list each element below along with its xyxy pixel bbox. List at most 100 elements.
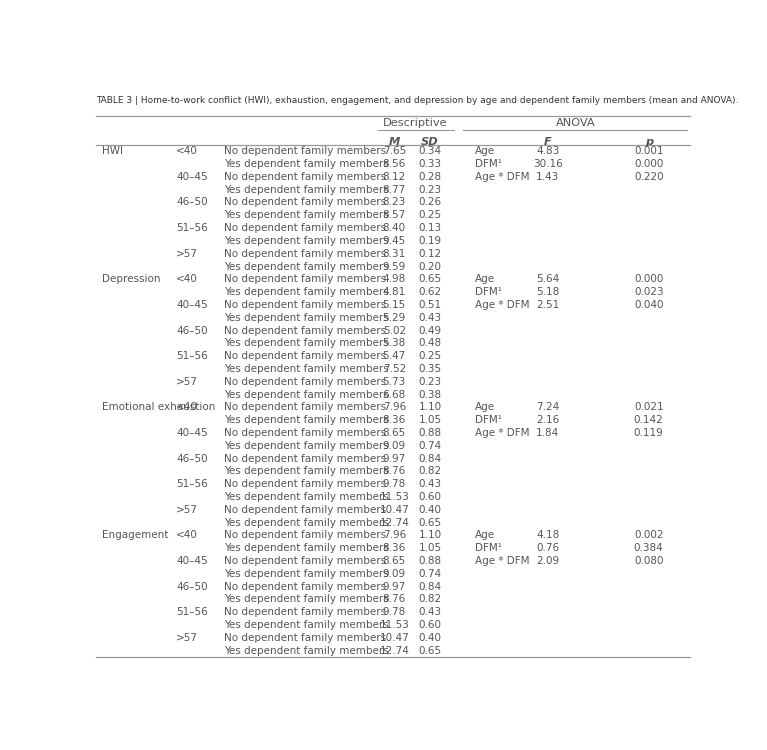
Text: Yes dependent family members: Yes dependent family members (224, 416, 388, 425)
Text: 0.43: 0.43 (418, 479, 442, 489)
Text: 11.53: 11.53 (380, 492, 410, 502)
Text: 0.62: 0.62 (418, 287, 442, 297)
Text: 0.26: 0.26 (418, 197, 442, 208)
Text: 0.76: 0.76 (536, 543, 559, 554)
Text: 8.76: 8.76 (383, 466, 406, 476)
Text: 5.29: 5.29 (383, 313, 406, 322)
Text: 51–56: 51–56 (176, 351, 208, 361)
Text: 0.65: 0.65 (418, 646, 442, 656)
Text: 12.74: 12.74 (380, 646, 410, 656)
Text: 8.57: 8.57 (383, 210, 406, 220)
Text: 0.25: 0.25 (418, 351, 442, 361)
Text: 8.77: 8.77 (383, 184, 406, 195)
Text: 0.19: 0.19 (418, 236, 442, 246)
Text: 7.52: 7.52 (383, 364, 406, 374)
Text: 40–45: 40–45 (176, 556, 208, 566)
Text: 8.65: 8.65 (383, 428, 406, 438)
Text: Yes dependent family members: Yes dependent family members (224, 620, 388, 630)
Text: 4.81: 4.81 (383, 287, 406, 297)
Text: SD: SD (421, 137, 439, 147)
Text: 9.97: 9.97 (383, 582, 406, 592)
Text: 7.65: 7.65 (383, 146, 406, 156)
Text: 0.43: 0.43 (418, 608, 442, 617)
Text: 0.40: 0.40 (419, 633, 442, 643)
Text: No dependent family members: No dependent family members (224, 505, 386, 515)
Text: 0.65: 0.65 (418, 274, 442, 284)
Text: 0.13: 0.13 (418, 223, 442, 233)
Text: <40: <40 (176, 274, 198, 284)
Text: 30.16: 30.16 (533, 159, 562, 169)
Text: 1.05: 1.05 (418, 543, 442, 554)
Text: Age * DFM: Age * DFM (475, 556, 530, 566)
Text: 0.88: 0.88 (418, 556, 442, 566)
Text: 7.96: 7.96 (383, 403, 406, 412)
Text: DFM¹: DFM¹ (475, 159, 502, 169)
Text: No dependent family members: No dependent family members (224, 300, 386, 310)
Text: 0.60: 0.60 (419, 620, 442, 630)
Text: 0.023: 0.023 (634, 287, 663, 297)
Text: 1.84: 1.84 (536, 428, 559, 438)
Text: 5.38: 5.38 (383, 338, 406, 348)
Text: 0.33: 0.33 (418, 159, 442, 169)
Text: 40–45: 40–45 (176, 172, 208, 182)
Text: Age: Age (475, 274, 495, 284)
Text: 4.98: 4.98 (383, 274, 406, 284)
Text: 8.76: 8.76 (383, 595, 406, 604)
Text: 5.15: 5.15 (383, 300, 406, 310)
Text: 4.83: 4.83 (536, 146, 559, 156)
Text: 0.001: 0.001 (634, 146, 663, 156)
Text: 0.000: 0.000 (634, 274, 663, 284)
Text: 9.09: 9.09 (383, 441, 406, 451)
Text: No dependent family members: No dependent family members (224, 146, 386, 156)
Text: 12.74: 12.74 (380, 518, 410, 528)
Text: No dependent family members: No dependent family members (224, 197, 386, 208)
Text: 1.43: 1.43 (536, 172, 559, 182)
Text: Emotional exhaustion: Emotional exhaustion (102, 403, 216, 412)
Text: 0.25: 0.25 (418, 210, 442, 220)
Text: DFM¹: DFM¹ (475, 416, 502, 425)
Text: 9.09: 9.09 (383, 568, 406, 579)
Text: 46–50: 46–50 (176, 197, 208, 208)
Text: No dependent family members: No dependent family members (224, 326, 386, 335)
Text: Depression: Depression (102, 274, 160, 284)
Text: 0.080: 0.080 (634, 556, 663, 566)
Text: 0.82: 0.82 (418, 466, 442, 476)
Text: No dependent family members: No dependent family members (224, 274, 386, 284)
Text: 1.05: 1.05 (418, 416, 442, 425)
Text: No dependent family members: No dependent family members (224, 249, 386, 259)
Text: >57: >57 (176, 505, 198, 515)
Text: 0.65: 0.65 (418, 518, 442, 528)
Text: 0.34: 0.34 (418, 146, 442, 156)
Text: Age * DFM: Age * DFM (475, 172, 530, 182)
Text: Engagement: Engagement (102, 530, 168, 541)
Text: 9.59: 9.59 (383, 262, 406, 272)
Text: 51–56: 51–56 (176, 479, 208, 489)
Text: 9.78: 9.78 (383, 479, 406, 489)
Text: No dependent family members: No dependent family members (224, 556, 386, 566)
Text: 0.040: 0.040 (634, 300, 663, 310)
Text: 2.51: 2.51 (536, 300, 559, 310)
Text: 0.51: 0.51 (418, 300, 442, 310)
Text: 0.384: 0.384 (634, 543, 663, 554)
Text: 51–56: 51–56 (176, 608, 208, 617)
Text: No dependent family members: No dependent family members (224, 172, 386, 182)
Text: Yes dependent family members: Yes dependent family members (224, 287, 388, 297)
Text: 2.09: 2.09 (536, 556, 559, 566)
Text: No dependent family members: No dependent family members (224, 479, 386, 489)
Text: F: F (544, 137, 551, 147)
Text: 0.49: 0.49 (418, 326, 442, 335)
Text: 40–45: 40–45 (176, 300, 208, 310)
Text: 0.12: 0.12 (418, 249, 442, 259)
Text: No dependent family members: No dependent family members (224, 351, 386, 361)
Text: M: M (389, 137, 400, 147)
Text: 5.18: 5.18 (536, 287, 559, 297)
Text: No dependent family members: No dependent family members (224, 454, 386, 464)
Text: 6.68: 6.68 (383, 389, 406, 400)
Text: 0.84: 0.84 (418, 582, 442, 592)
Text: 0.82: 0.82 (418, 595, 442, 604)
Text: 7.24: 7.24 (536, 403, 559, 412)
Text: 8.36: 8.36 (383, 416, 406, 425)
Text: 0.23: 0.23 (418, 376, 442, 387)
Text: Yes dependent family members: Yes dependent family members (224, 262, 388, 272)
Text: 2.16: 2.16 (536, 416, 559, 425)
